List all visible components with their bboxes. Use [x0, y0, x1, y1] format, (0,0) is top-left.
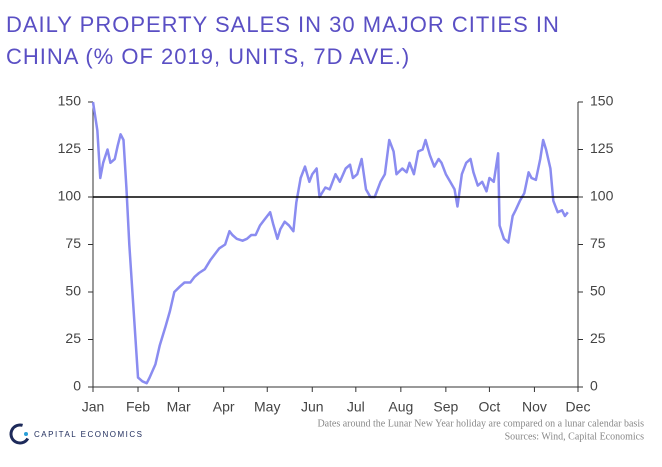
- logo-icon: [9, 423, 31, 445]
- x-tick-label: Jan: [82, 399, 105, 415]
- y2-tick-label: 0: [590, 378, 598, 394]
- y2-tick-label: 25: [590, 330, 606, 346]
- logo-text: CAPITAL ECONOMICS: [34, 430, 144, 439]
- y2-tick-label: 50: [590, 283, 606, 299]
- x-tick-label: Nov: [522, 399, 547, 415]
- y-tick-label: 25: [65, 330, 81, 346]
- footnote: Dates around the Lunar New Year holiday …: [317, 418, 644, 429]
- y2-tick-label: 150: [590, 93, 614, 109]
- y2-tick-label: 75: [590, 235, 606, 251]
- y-tick-label: 0: [73, 378, 81, 394]
- y2-tick-label: 100: [590, 188, 614, 204]
- y-tick-label: 50: [65, 283, 81, 299]
- x-tick-label: Apr: [213, 399, 235, 415]
- x-tick-label: May: [254, 399, 280, 415]
- y-tick-label: 125: [58, 140, 82, 156]
- x-tick-label: Mar: [167, 399, 191, 415]
- y2-tick-label: 125: [590, 140, 614, 156]
- y-tick-label: 75: [65, 235, 81, 251]
- source: Sources: Wind, Capital Economics: [505, 431, 644, 442]
- data-line: [91, 101, 569, 385]
- x-tick-label: Aug: [388, 399, 413, 415]
- x-tick-label: Feb: [126, 399, 150, 415]
- y-tick-label: 100: [58, 188, 82, 204]
- y-tick-label: 150: [58, 93, 82, 109]
- chart-title: DAILY PROPERTY SALES IN 30 MAJOR CITIES …: [6, 12, 560, 37]
- x-tick-label: Oct: [479, 399, 501, 415]
- x-tick-label: Sep: [433, 399, 458, 415]
- x-tick-label: Jun: [301, 399, 324, 415]
- x-tick-label: Jul: [347, 399, 365, 415]
- chart-title: CHINA (% OF 2019, UNITS, 7D AVE.): [6, 44, 410, 69]
- x-tick-label: Dec: [566, 399, 591, 415]
